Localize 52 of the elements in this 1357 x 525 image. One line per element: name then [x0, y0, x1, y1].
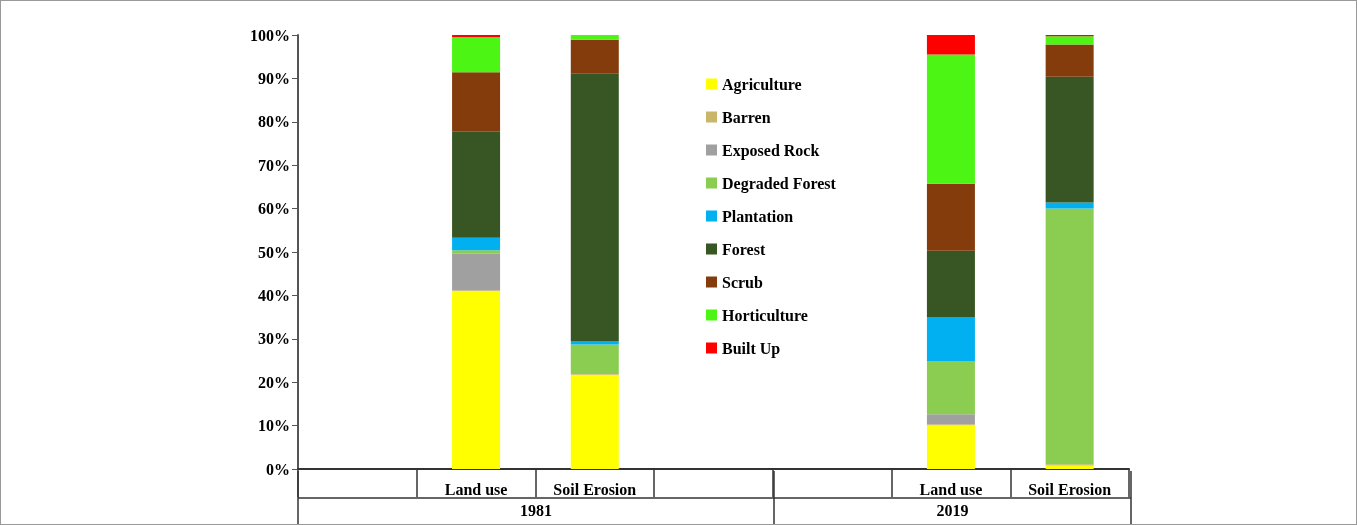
y-tick-label: 70% — [258, 156, 290, 174]
legend-label: Barren — [722, 108, 771, 126]
bar — [926, 317, 975, 361]
bar — [926, 183, 975, 251]
text: 1981 — [520, 501, 552, 519]
y-tick-label: 100% — [250, 26, 290, 44]
legend-label: Forest — [722, 240, 766, 258]
legend-label: Scrub — [722, 273, 763, 291]
y-tick-label: 30% — [258, 330, 290, 348]
bar — [570, 73, 619, 341]
x-tick-label: Land use — [444, 480, 508, 498]
bar — [926, 250, 975, 318]
bar — [926, 360, 975, 415]
bar — [1045, 202, 1094, 209]
bar — [570, 39, 619, 74]
bar — [452, 237, 501, 251]
bar — [926, 35, 975, 55]
bar — [926, 54, 975, 184]
y-tick-label: 80% — [258, 113, 290, 131]
y-tick-label: 50% — [258, 243, 290, 261]
bar — [1045, 208, 1094, 465]
legend-label: Degraded Forest — [722, 174, 837, 193]
bar — [452, 131, 501, 238]
legend-label: Agriculture — [722, 75, 802, 94]
y-tick-label: 10% — [258, 417, 290, 435]
text: 2019 — [936, 501, 969, 519]
legend-label: Horticulture — [722, 306, 808, 324]
bar — [1045, 44, 1094, 77]
bar — [452, 250, 501, 254]
legend-label: Plantation — [722, 207, 794, 225]
x-tick-label: Land use — [919, 480, 983, 498]
bar — [926, 425, 975, 469]
bar — [1045, 76, 1094, 203]
bar — [452, 291, 501, 469]
bar — [1045, 36, 1094, 45]
legend-label: Exposed Rock — [722, 141, 820, 160]
bar — [452, 37, 501, 73]
bar — [926, 414, 975, 425]
bar — [452, 35, 501, 38]
y-tick-label: 90% — [258, 69, 290, 87]
legend-label: Built Up — [722, 339, 781, 358]
bar — [570, 344, 619, 374]
bar — [452, 253, 501, 291]
y-tick-label: 40% — [258, 286, 290, 304]
bar — [570, 374, 619, 469]
y-tick-label: 60% — [258, 200, 290, 218]
bar — [570, 35, 619, 40]
y-tick-label: 0% — [266, 460, 290, 478]
x-tick-label: Soil Erosion — [553, 480, 637, 498]
y-tick-label: 20% — [258, 373, 290, 391]
x-tick-label: Soil Erosion — [1028, 480, 1112, 498]
bar — [452, 72, 501, 132]
